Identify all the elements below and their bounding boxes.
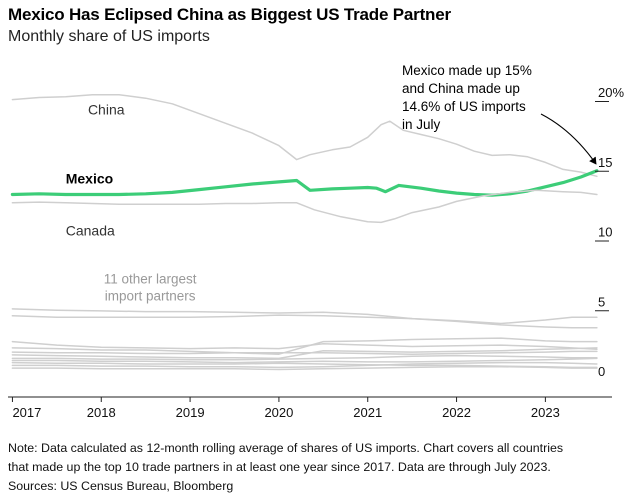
- main-series-lines: [10, 93, 599, 224]
- series-line-mexico: [10, 169, 599, 197]
- annotation: Mexico made up 15% and China made up 14.6%…: [402, 63, 597, 165]
- y-tick-label: 20%: [598, 85, 624, 100]
- series-line-china: [11, 93, 598, 178]
- series-line-other-partner-6: [11, 347, 598, 360]
- group-label-other-partners: 11 other largest: [104, 272, 197, 287]
- annotation-text-line: and China made up: [402, 81, 520, 96]
- x-tick-label: 2018: [87, 405, 116, 420]
- annotation-arrow: [540, 113, 597, 165]
- annotation-text-line: 14.6% of US imports: [402, 99, 526, 114]
- x-tick-label: 2017: [12, 405, 41, 420]
- y-tick-label: 10: [598, 225, 612, 240]
- chart-subtitle: Monthly share of US imports: [8, 28, 210, 45]
- series-line-other-partner-8: [11, 357, 598, 364]
- x-tick-label: 2020: [264, 405, 293, 420]
- y-tick-label: 0: [598, 364, 605, 379]
- annotation-text-line: in July: [402, 117, 441, 132]
- x-tick-label: 2021: [353, 405, 382, 420]
- series-label-mexico: Mexico: [66, 170, 113, 186]
- footnote: Note: Data calculated as 12-month rollin…: [8, 439, 630, 496]
- note-line-2: that made up the top 10 trade partners i…: [8, 460, 551, 474]
- series-line-other-partner-11: [11, 365, 598, 371]
- series-label-china: China: [88, 101, 125, 117]
- series-line-other-partner-3: [11, 340, 598, 351]
- series-label-canada: Canada: [66, 223, 115, 239]
- x-axis: 2017 2018 2019 2020 2021 2022 2023: [8, 396, 612, 420]
- chart-title: Mexico Has Eclipsed China as Biggest US …: [8, 5, 451, 24]
- series-line-other-partner-4: [11, 337, 598, 355]
- y-tick-label: 5: [598, 294, 605, 309]
- other-partners-lines: [11, 308, 598, 371]
- x-tick-label: 2023: [531, 405, 560, 420]
- series-line-other-partner-2: [11, 314, 598, 329]
- sources-line: Sources: US Census Bureau, Bloomberg: [8, 479, 234, 493]
- series-line-other-partner-10: [11, 361, 598, 369]
- x-tick-label: 2019: [176, 405, 205, 420]
- annotation-text-line: Mexico made up 15%: [402, 63, 532, 78]
- series-line-other-partner-7: [11, 354, 598, 361]
- series-line-other-partner-1: [11, 308, 598, 325]
- x-tick-label: 2022: [442, 405, 471, 420]
- y-axis: 20% 15 10 5 0: [595, 85, 624, 379]
- series-labels: China Mexico Canada 11 other largest import …: [66, 101, 197, 303]
- note-line-1: Note: Data calculated as 12-month rollin…: [8, 441, 564, 455]
- series-line-canada: [11, 189, 598, 224]
- group-label-other-partners: import partners: [105, 289, 196, 304]
- y-tick-label: 15: [598, 155, 612, 170]
- series-line-other-partner-5: [11, 350, 598, 355]
